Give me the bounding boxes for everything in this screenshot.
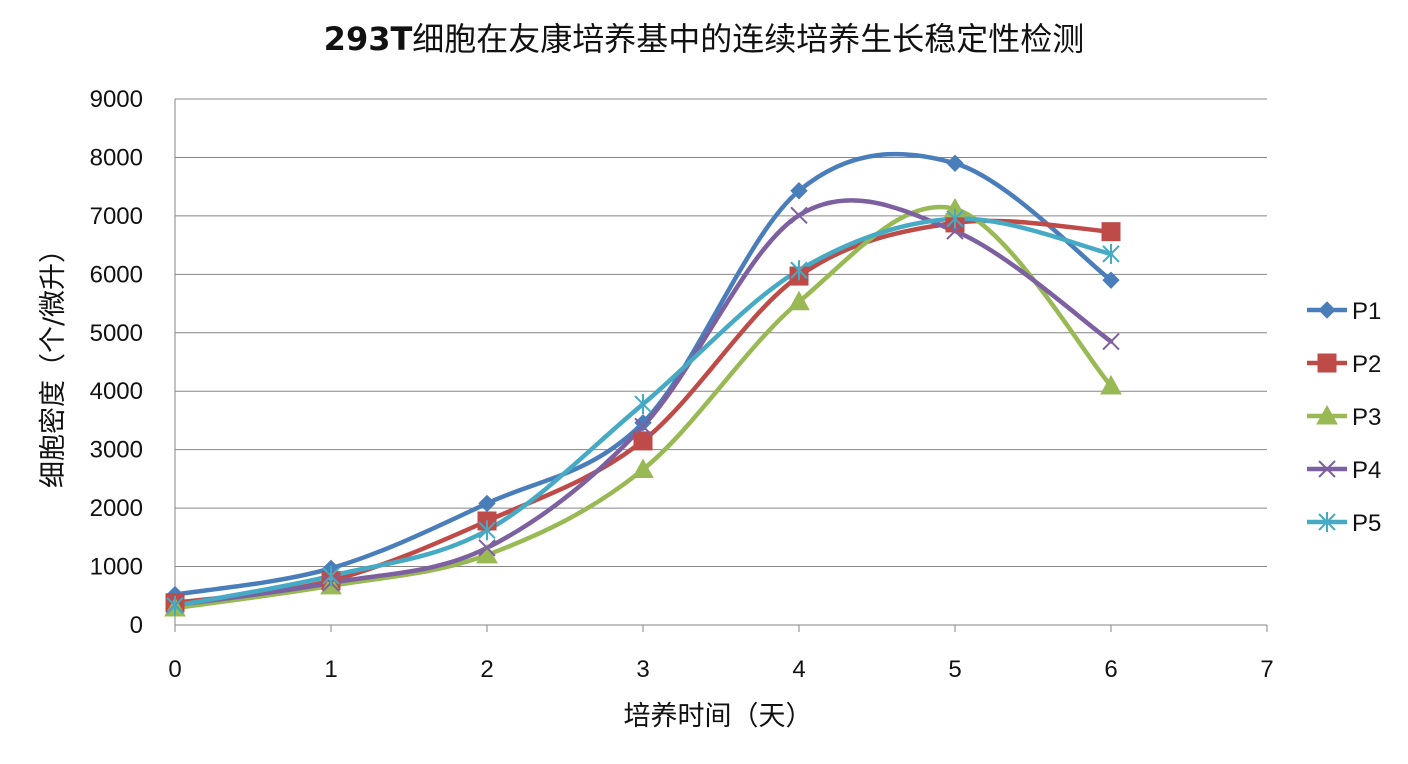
x-axis-label: 培养时间（天） xyxy=(624,701,813,732)
data-point-p4 xyxy=(1102,332,1120,351)
y-tick-label: 5000 xyxy=(90,320,143,347)
x-tick-label: 5 xyxy=(948,656,961,683)
data-point-p1 xyxy=(478,494,496,513)
x-tick-label: 7 xyxy=(1260,656,1273,683)
legend-marker xyxy=(1316,404,1338,425)
data-point-p3 xyxy=(632,458,654,479)
axes xyxy=(174,99,1268,632)
data-point-p4 xyxy=(478,539,496,557)
legend-marker-stroke xyxy=(1318,460,1336,478)
x-tick-label: 4 xyxy=(792,656,805,683)
y-axis-label: 细胞密度（个/微升） xyxy=(38,236,69,488)
data-point-p1 xyxy=(790,182,808,200)
legend-label: P5 xyxy=(1352,510,1381,537)
legend-label: P3 xyxy=(1352,404,1381,431)
x-tick-label: 1 xyxy=(324,656,337,683)
y-tick-label: 8000 xyxy=(90,144,143,171)
data-point-p5 xyxy=(166,595,184,616)
tick-labels: 0 1000 2000 3000 4000 5000 6000 7000 8000 9000 0 1 2… xyxy=(90,86,1274,683)
chart-title: 293T细胞在友康培养基中的连续培养生长稳定性检测 xyxy=(0,14,1408,60)
data-point-p5 xyxy=(946,208,964,229)
data-point-p3 xyxy=(788,290,810,311)
y-tick-label: 1000 xyxy=(90,554,143,581)
y-tick-label: 2000 xyxy=(90,495,143,522)
legend-item-p2: P2 xyxy=(1307,351,1381,378)
legend-item-p3: P3 xyxy=(1307,404,1381,431)
legend: P1 P2 P3 P4 P5 xyxy=(1307,298,1381,537)
data-point-p2 xyxy=(633,431,653,451)
data-point-p4-stroke xyxy=(790,206,808,225)
legend-label: P2 xyxy=(1352,351,1381,378)
y-tick-label: 6000 xyxy=(90,261,143,288)
y-tick-label: 0 xyxy=(130,612,143,639)
x-tick-label: 3 xyxy=(636,656,649,683)
data-point-p4-stroke xyxy=(946,222,964,240)
x-tick-label: 2 xyxy=(480,656,493,683)
legend-label: P1 xyxy=(1352,298,1381,325)
x-tick-label: 6 xyxy=(1104,656,1117,683)
legend-marker xyxy=(1318,460,1336,478)
legend-marker xyxy=(1318,512,1336,532)
legend-item-p5: P5 xyxy=(1307,510,1381,537)
legend-item-p1: P1 xyxy=(1307,298,1381,325)
y-tick-label: 9000 xyxy=(90,86,143,113)
data-point-p2 xyxy=(1101,222,1121,242)
data-point-p4-stroke xyxy=(478,539,496,557)
data-point-p5 xyxy=(790,260,808,281)
series-markers xyxy=(164,154,1122,617)
y-tick-label: 3000 xyxy=(90,437,143,464)
data-point-p4 xyxy=(790,206,808,225)
chart-title-prefix: 293T xyxy=(323,20,413,58)
data-point-p5 xyxy=(1102,243,1120,264)
x-tick-label: 0 xyxy=(168,656,181,683)
legend-label: P4 xyxy=(1352,457,1381,484)
gridlines xyxy=(175,98,1267,568)
series-lines xyxy=(172,151,1114,611)
data-point-p5 xyxy=(478,520,496,541)
data-point-p3 xyxy=(1100,374,1122,395)
data-point-p5 xyxy=(634,394,652,415)
data-point-p1 xyxy=(946,154,964,172)
legend-marker xyxy=(1318,301,1336,319)
data-point-p5 xyxy=(322,565,340,586)
y-tick-label: 7000 xyxy=(90,203,143,230)
legend-item-p4: P4 xyxy=(1307,457,1381,484)
data-point-p4-stroke xyxy=(634,417,652,435)
legend-marker xyxy=(1317,353,1337,373)
data-point-p4-stroke xyxy=(1102,332,1120,351)
y-tick-label: 4000 xyxy=(90,378,143,405)
data-point-p1 xyxy=(1102,271,1120,289)
chart-title-text: 细胞在友康培养基中的连续培养生长稳定性检测 xyxy=(412,20,1085,58)
data-point-p4 xyxy=(946,222,964,240)
data-point-p4 xyxy=(634,417,652,435)
